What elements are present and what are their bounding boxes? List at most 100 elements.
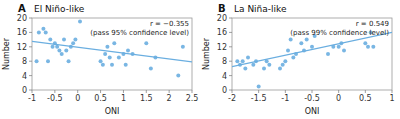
- x-tick: [312, 90, 313, 93]
- scatter-point: [241, 59, 245, 63]
- y-tick: [229, 18, 232, 19]
- x-axis-label: ONI: [305, 107, 320, 116]
- scatter-point: [110, 63, 114, 67]
- scatter-point: [337, 45, 341, 49]
- y-tick-label: 16: [17, 28, 27, 37]
- x-tick: [232, 90, 233, 93]
- y-tick-label: 0: [22, 86, 27, 95]
- x-tick: [54, 90, 55, 93]
- panel-label: B: [218, 3, 226, 14]
- y-tick-label: 20: [17, 14, 27, 23]
- scatter-point: [78, 20, 82, 24]
- scatter-point: [289, 38, 293, 42]
- x-tick-label: 2: [167, 94, 172, 103]
- x-tick: [285, 90, 286, 93]
- x-tick-label: 0.5: [359, 94, 372, 103]
- scatter-point: [108, 56, 112, 60]
- y-tick-label: 16: [217, 28, 227, 37]
- chart-root: -1-0.500.511.522.5048121620ONINumberAEl …: [0, 0, 400, 119]
- y-tick: [29, 46, 32, 47]
- y-tick-label: 4: [222, 72, 227, 81]
- y-axis-label: Number: [202, 37, 211, 70]
- scatter-point: [243, 66, 247, 70]
- scatter-point: [60, 52, 64, 56]
- x-tick: [146, 90, 147, 93]
- annotation: (pass 95% confidence level): [90, 29, 189, 37]
- panel: -2-1.5-1-0.500.51048121620ONINumberBLa N…: [202, 3, 395, 116]
- annotation: r = −0.355: [150, 20, 189, 28]
- y-tick: [229, 32, 232, 33]
- scatter-point: [35, 59, 39, 63]
- scatter-point: [235, 59, 239, 63]
- scatter-point: [251, 63, 255, 67]
- x-tick-label: -1: [28, 94, 36, 103]
- x-tick-label: 1: [389, 94, 394, 103]
- y-tick: [29, 32, 32, 33]
- x-tick: [392, 90, 393, 93]
- x-tick-label: -0.5: [47, 94, 63, 103]
- data-layer: [32, 20, 192, 78]
- y-tick: [29, 61, 32, 62]
- x-tick-label: -0.5: [304, 94, 320, 103]
- scatter-point: [262, 66, 266, 70]
- y-tick-label: 8: [22, 57, 27, 66]
- scatter-point: [44, 30, 48, 34]
- scatter-point: [310, 45, 314, 49]
- scatter-point: [101, 63, 105, 67]
- y-tick-label: 12: [217, 43, 227, 52]
- annotation: (pass 99% confidence level): [290, 29, 389, 37]
- scatter-point: [126, 48, 130, 52]
- y-tick-label: 12: [17, 43, 27, 52]
- regression-line: [232, 32, 392, 66]
- panel: -1-0.500.511.522.5048121620ONINumberAEl …: [2, 3, 198, 116]
- panel-title: La Niña-like: [234, 4, 287, 14]
- y-tick: [229, 61, 232, 62]
- scatter-point: [71, 41, 75, 45]
- scatter-point: [342, 48, 346, 52]
- scatter-point: [117, 56, 121, 60]
- y-tick: [29, 90, 32, 91]
- scatter-point: [57, 48, 61, 52]
- x-tick-label: 1.5: [140, 94, 153, 103]
- scatter-point: [366, 45, 370, 49]
- scatter-point: [281, 63, 285, 67]
- scatter-point: [67, 59, 71, 63]
- x-tick-label: -1: [281, 94, 289, 103]
- scatter-point: [37, 30, 41, 34]
- x-tick: [365, 90, 366, 93]
- scatter-point: [112, 41, 116, 45]
- plot-frame: [32, 18, 192, 90]
- scatter-point: [371, 45, 375, 49]
- scatter-point: [46, 59, 50, 63]
- x-axis-label: ONI: [105, 107, 120, 116]
- scatter-point: [144, 41, 148, 45]
- y-tick-label: 20: [217, 14, 227, 23]
- x-tick: [123, 90, 124, 93]
- x-tick-label: -1.5: [251, 94, 267, 103]
- scatter-point: [64, 48, 68, 52]
- y-tick: [229, 90, 232, 91]
- y-tick: [229, 75, 232, 76]
- scatter-point: [286, 48, 290, 52]
- scatter-point: [48, 38, 52, 42]
- x-tick-label: 2.5: [186, 94, 199, 103]
- plot-frame: [232, 18, 392, 90]
- scatter-point: [149, 66, 153, 70]
- scatter-point: [291, 56, 295, 60]
- scatter-point: [246, 56, 250, 60]
- y-axis-label: Number: [2, 37, 11, 70]
- x-tick: [32, 90, 33, 93]
- scatter-point: [363, 41, 367, 45]
- panel-label: A: [18, 3, 26, 14]
- y-tick-label: 0: [222, 86, 227, 95]
- annotation: r = 0.549: [356, 20, 389, 28]
- scatter-point: [62, 38, 66, 42]
- scatter-point: [99, 59, 103, 63]
- scatter-point: [41, 27, 45, 31]
- y-tick: [29, 75, 32, 76]
- y-tick-label: 8: [222, 57, 227, 66]
- regression-line: [32, 41, 192, 62]
- scatter-point: [283, 59, 287, 63]
- x-tick-label: 0: [336, 94, 341, 103]
- x-tick-label: 0.5: [94, 94, 107, 103]
